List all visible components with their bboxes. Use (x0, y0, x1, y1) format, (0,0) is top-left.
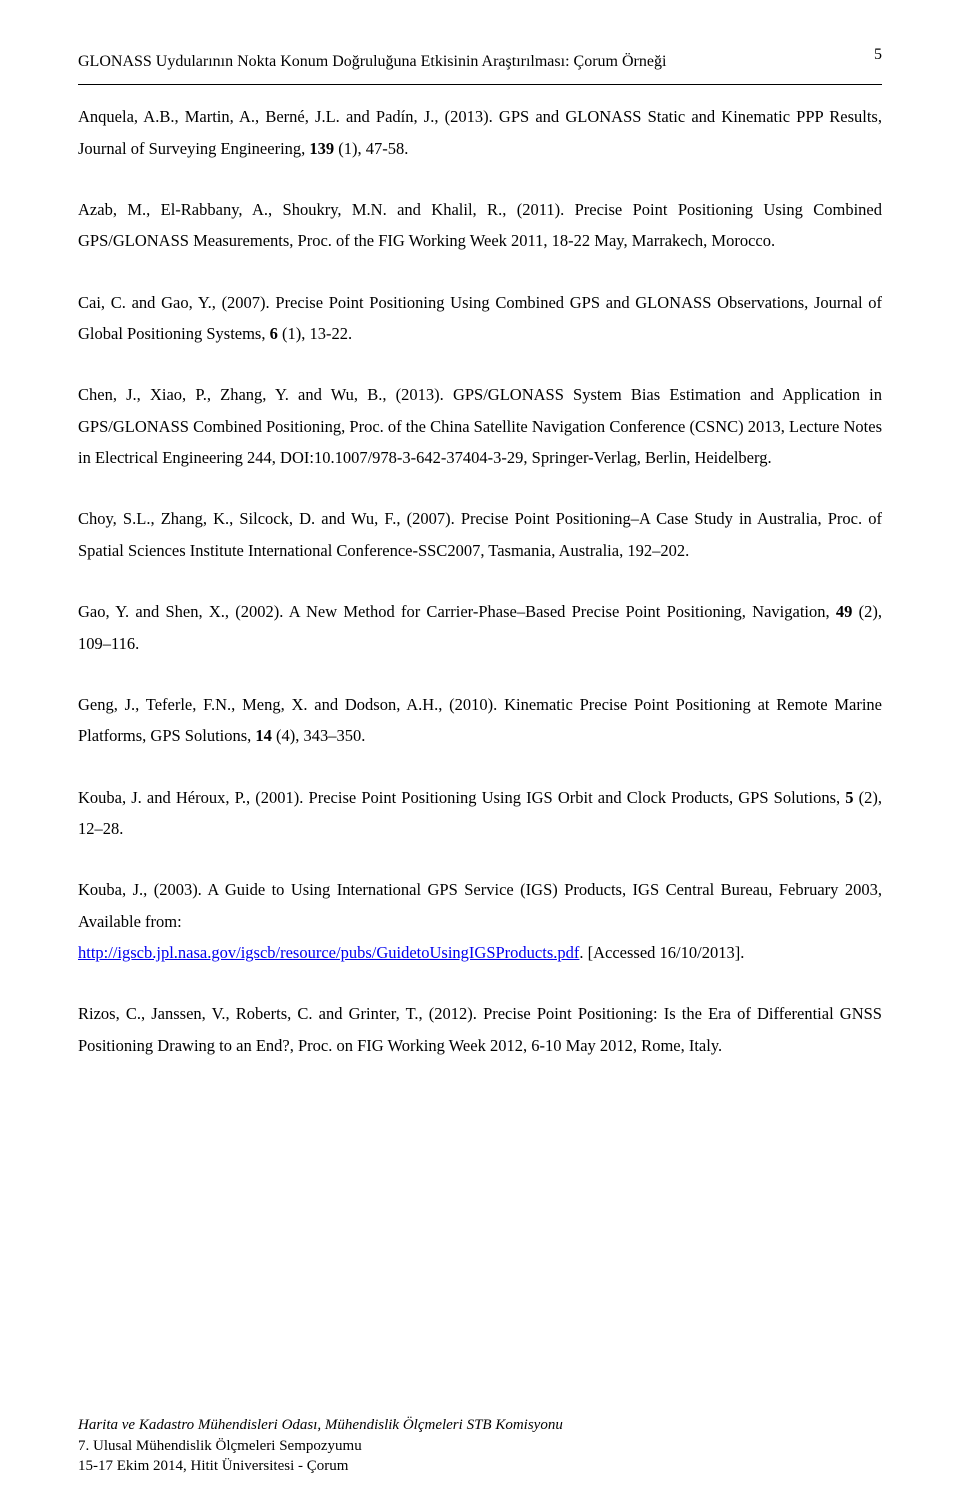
reference-item: Anquela, A.B., Martin, A., Berné, J.L. a… (78, 101, 882, 164)
ref-body: A New Method for Carrier-Phase–Based Pre… (289, 602, 836, 621)
page-footer: Harita ve Kadastro Mühendisleri Odası, M… (78, 1415, 882, 1476)
reference-item: Geng, J., Teferle, F.N., Meng, X. and Do… (78, 689, 882, 752)
header-title: GLONASS Uydularının Nokta Konum Doğruluğ… (78, 52, 666, 73)
footer-line-3: 15-17 Ekim 2014, Hitit Üniversitesi - Ço… (78, 1456, 882, 1476)
footer-line-2: 7. Ulusal Mühendislik Ölçmeleri Sempozyu… (78, 1436, 882, 1456)
reference-item: Kouba, J. and Héroux, P., (2001). Precis… (78, 782, 882, 845)
ref-authors: Chen, J., Xiao, P., Zhang, Y. and Wu, B.… (78, 385, 453, 404)
ref-authors: Gao, Y. and Shen, X., (2002). (78, 602, 289, 621)
page-header: GLONASS Uydularının Nokta Konum Doğruluğ… (78, 52, 882, 85)
ref-volume: 6 (270, 324, 278, 343)
ref-link[interactable]: http://igscb.jpl.nasa.gov/igscb/resource… (78, 943, 579, 962)
ref-volume: 49 (836, 602, 853, 621)
ref-authors: Choy, S.L., Zhang, K., Silcock, D. and W… (78, 509, 461, 528)
reference-item: Chen, J., Xiao, P., Zhang, Y. and Wu, B.… (78, 379, 882, 473)
reference-item: Gao, Y. and Shen, X., (2002). A New Meth… (78, 596, 882, 659)
reference-item: Rizos, C., Janssen, V., Roberts, C. and … (78, 998, 882, 1061)
ref-volume: 139 (309, 139, 334, 158)
ref-authors: Anquela, A.B., Martin, A., Berné, J.L. a… (78, 107, 499, 126)
ref-tail: (1), 47-58. (334, 139, 408, 158)
reference-item: Kouba, J., (2003). A Guide to Using Inte… (78, 874, 882, 968)
ref-volume: 14 (255, 726, 272, 745)
reference-item: Azab, M., El-Rabbany, A., Shoukry, M.N. … (78, 194, 882, 257)
ref-body-post-link: . [Accessed 16/10/2013]. (579, 943, 744, 962)
ref-tail: (4), 343–350. (272, 726, 366, 745)
ref-tail: (1), 13-22. (278, 324, 352, 343)
ref-volume: 5 (845, 788, 853, 807)
ref-body: Precise Point Positioning Using IGS Orbi… (309, 788, 846, 807)
page-number: 5 (874, 40, 882, 70)
reference-item: Choy, S.L., Zhang, K., Silcock, D. and W… (78, 503, 882, 566)
ref-authors: Kouba, J., (2003). (78, 880, 207, 899)
ref-authors: Azab, M., El-Rabbany, A., Shoukry, M.N. … (78, 200, 575, 219)
ref-authors: Geng, J., Teferle, F.N., Meng, X. and Do… (78, 695, 504, 714)
ref-authors: Cai, C. and Gao, Y., (2007). (78, 293, 275, 312)
footer-line-1: Harita ve Kadastro Mühendisleri Odası, M… (78, 1415, 882, 1435)
reference-item: Cai, C. and Gao, Y., (2007). Precise Poi… (78, 287, 882, 350)
ref-authors: Kouba, J. and Héroux, P., (2001). (78, 788, 309, 807)
ref-authors: Rizos, C., Janssen, V., Roberts, C. and … (78, 1004, 483, 1023)
